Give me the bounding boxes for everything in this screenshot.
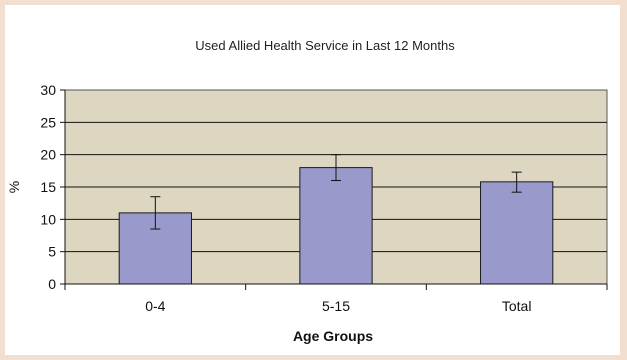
bar-Total [480, 181, 554, 285]
x-tick-label: 0-4 [145, 298, 165, 314]
bar-5-15 [299, 167, 373, 285]
x-tick-label: 5-15 [322, 298, 350, 314]
bars-group [118, 167, 554, 285]
chart-frame: Used Allied Health Service in Last 12 Mo… [5, 5, 620, 355]
x-axis: 0-4 5-15 Total [64, 283, 608, 314]
x-axis-label: Age Groups [293, 328, 373, 344]
y-axis-label: % [6, 181, 22, 193]
y-tick-label: 15 [40, 179, 56, 195]
y-tick-label: 25 [40, 114, 56, 130]
chart-title: Used Allied Health Service in Last 12 Mo… [195, 38, 455, 53]
y-tick-label: 0 [48, 276, 56, 292]
y-axis: 0 5 10 15 20 25 30 [40, 82, 66, 292]
y-tick-label: 30 [40, 82, 56, 98]
y-tick-label: 10 [40, 211, 56, 227]
error-bars-group [150, 154, 522, 230]
y-tick-label: 20 [40, 147, 56, 163]
x-tick-label: Total [502, 298, 532, 314]
y-tick-label: 5 [48, 244, 56, 260]
chart: Used Allied Health Service in Last 12 Mo… [6, 38, 608, 344]
